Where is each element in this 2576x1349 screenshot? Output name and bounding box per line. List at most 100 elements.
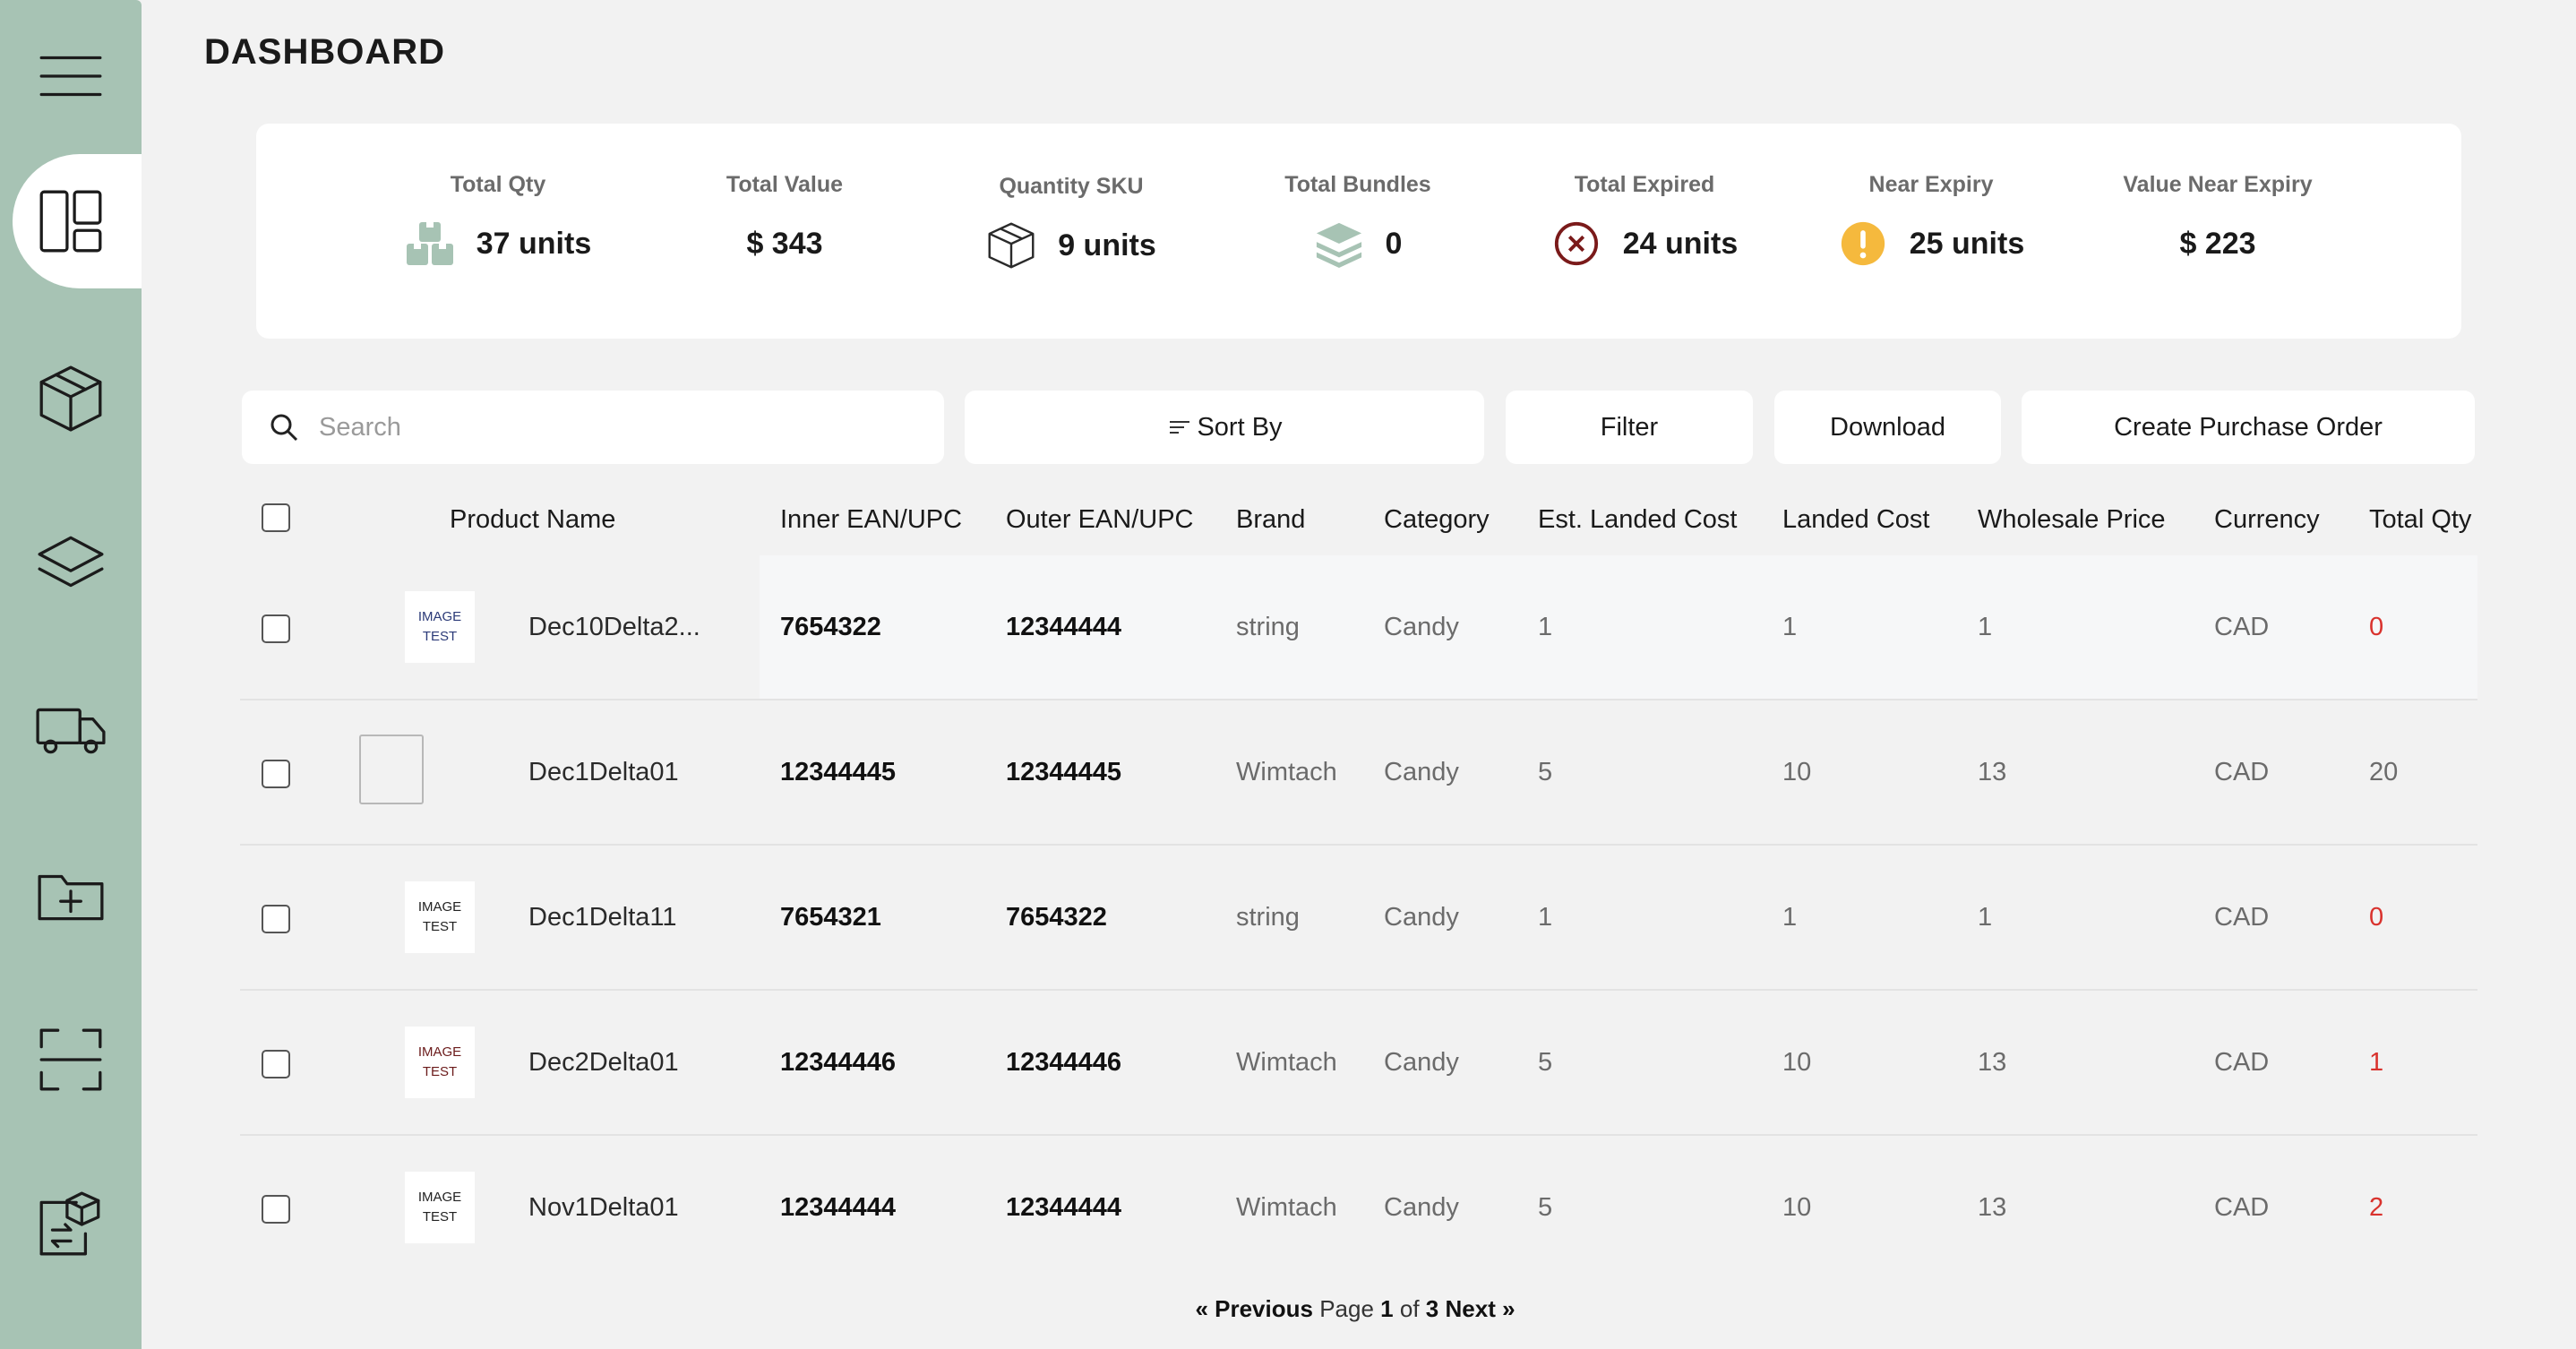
summary-card: Total Qty 37 units Total Value $ 343 Qua… <box>256 124 2461 339</box>
outer-ean: 12344446 <box>1006 1047 1122 1077</box>
sidebar-item-add-folder[interactable] <box>0 828 142 962</box>
folder-add-icon <box>38 874 104 921</box>
stat-label: Quantity SKU <box>999 174 1144 199</box>
product-name[interactable]: Dec1Delta11 <box>528 902 677 932</box>
stat-value-near-expiry: Value Near Expiry $ 223 <box>2083 172 2352 269</box>
table-row[interactable]: IMAGE TEST Dec10Delta2... 7654322 1234444… <box>240 555 2477 700</box>
truck-icon <box>36 708 106 754</box>
sidebar-item-bundles[interactable] <box>0 496 142 631</box>
sidebar-item-transfers[interactable] <box>0 1157 142 1292</box>
stat-label: Total Qty <box>450 172 546 197</box>
download-button[interactable]: Download <box>1774 391 2001 464</box>
layers-icon <box>1314 219 1364 269</box>
landed-cost: 1 <box>1782 902 1798 932</box>
table-row[interactable]: IMAGE TEST Dec2Delta01 12344446 12344446 … <box>240 991 2477 1136</box>
category: Candy <box>1384 757 1459 786</box>
create-purchase-order-button[interactable]: Create Purchase Order <box>2022 391 2475 464</box>
total-qty: 0 <box>2369 902 2384 932</box>
row-checkbox[interactable] <box>262 760 290 788</box>
stat-total-qty: Total Qty 37 units <box>364 172 632 269</box>
est-landed-cost: 5 <box>1538 1047 1553 1077</box>
sidebar-item-products[interactable] <box>0 331 142 466</box>
stat-near-expiry: Near Expiry 25 units <box>1797 172 2065 269</box>
stat-label: Value Near Expiry <box>2123 172 2313 197</box>
product-name[interactable]: Dec2Delta01 <box>528 1047 679 1077</box>
thumb-text: IMAGE <box>417 1190 462 1205</box>
thumb-text: IMAGE <box>417 1044 462 1060</box>
row-checkbox[interactable] <box>262 905 290 933</box>
product-name[interactable]: Nov1Delta01 <box>528 1192 679 1222</box>
row-checkbox[interactable] <box>262 614 290 643</box>
boxes-stack-icon <box>405 219 455 269</box>
row-checkbox[interactable] <box>262 1195 290 1224</box>
column-header-currency[interactable]: Currency <box>2214 505 2320 534</box>
pagination: « Previous Page 1 of 3 Next » <box>0 1295 2576 1323</box>
page-title: DASHBOARD <box>204 32 445 72</box>
outer-ean: 12344445 <box>1006 757 1122 786</box>
row-checkbox[interactable] <box>262 1050 290 1078</box>
category: Candy <box>1384 612 1459 641</box>
brand: Wimtach <box>1236 757 1337 786</box>
stat-quantity-sku: Quantity SKU 9 units <box>937 172 1206 271</box>
thumb-text: IMAGE <box>417 899 462 915</box>
sort-by-button[interactable]: Sort By <box>965 391 1484 464</box>
sort-by-label: Sort By <box>1197 412 1283 442</box>
brand: Wimtach <box>1236 1047 1337 1077</box>
stat-value: 37 units <box>476 226 592 261</box>
currency: CAD <box>2214 1047 2270 1077</box>
inner-ean: 12344446 <box>780 1047 897 1077</box>
column-header-category[interactable]: Category <box>1384 505 1490 534</box>
product-name[interactable]: Dec1Delta01 <box>528 757 679 786</box>
previous-page-link[interactable]: « Previous <box>1195 1295 1313 1322</box>
est-landed-cost: 5 <box>1538 757 1553 786</box>
landed-cost: 1 <box>1782 612 1798 641</box>
menu-button[interactable] <box>0 9 142 143</box>
search-input[interactable] <box>319 412 901 443</box>
inner-ean: 12344445 <box>780 757 897 786</box>
column-header-outer-ean[interactable]: Outer EAN/UPC <box>1006 505 1194 534</box>
sidebar-item-scan[interactable] <box>0 992 142 1127</box>
stat-label: Near Expiry <box>1868 172 1994 197</box>
column-header-product-name[interactable]: Product Name <box>450 505 616 534</box>
brand: string <box>1236 902 1300 932</box>
select-all-checkbox[interactable] <box>262 503 290 532</box>
thumb-text: TEST <box>422 1209 458 1224</box>
est-landed-cost: 1 <box>1538 612 1553 641</box>
total-qty: 2 <box>2369 1192 2384 1222</box>
wholesale-price: 13 <box>1978 1047 2007 1077</box>
table-row[interactable]: IMAGE TEST Nov1Delta01 12344444 12344444 … <box>240 1136 2477 1281</box>
category: Candy <box>1384 1047 1459 1077</box>
column-header-total-qty[interactable]: Total Qty <box>2369 505 2472 534</box>
thumb-text: TEST <box>422 629 458 644</box>
sidebar-item-dashboard[interactable] <box>13 154 142 288</box>
currency: CAD <box>2214 1192 2270 1222</box>
wholesale-price: 1 <box>1978 902 1993 932</box>
of-word: of <box>1399 1295 1420 1322</box>
column-header-landed-cost[interactable]: Landed Cost <box>1782 505 1930 534</box>
column-header-brand[interactable]: Brand <box>1236 505 1306 534</box>
total-qty: 20 <box>2369 757 2399 786</box>
column-header-est-landed-cost[interactable]: Est. Landed Cost <box>1538 505 1738 534</box>
outer-ean: 12344444 <box>1006 612 1122 641</box>
search-box[interactable] <box>242 391 944 464</box>
currency: CAD <box>2214 757 2270 786</box>
column-header-inner-ean[interactable]: Inner EAN/UPC <box>780 505 963 534</box>
inner-ean: 12344444 <box>780 1192 897 1222</box>
broken-image-icon <box>359 735 424 804</box>
column-header-wholesale-price[interactable]: Wholesale Price <box>1978 505 2166 534</box>
sort-icon <box>1170 421 1190 434</box>
category: Candy <box>1384 902 1459 932</box>
total-pages: 3 <box>1425 1295 1439 1322</box>
filter-button[interactable]: Filter <box>1506 391 1753 464</box>
wholesale-price: 1 <box>1978 612 1993 641</box>
sidebar-item-shipping[interactable] <box>0 663 142 797</box>
est-landed-cost: 1 <box>1538 902 1553 932</box>
total-qty: 0 <box>2369 612 2384 641</box>
table-row[interactable]: Dec1Delta01 12344445 12344445 Wimtach Ca… <box>240 700 2477 846</box>
table-row[interactable]: IMAGE TEST Dec1Delta11 7654321 7654322 st… <box>240 846 2477 991</box>
stat-label: Total Bundles <box>1284 172 1431 197</box>
product-name[interactable]: Dec10Delta2... <box>528 612 700 641</box>
next-page-link[interactable]: Next » <box>1445 1295 1516 1322</box>
total-qty: 1 <box>2369 1047 2384 1077</box>
product-thumbnail: IMAGE TEST <box>405 1027 475 1098</box>
